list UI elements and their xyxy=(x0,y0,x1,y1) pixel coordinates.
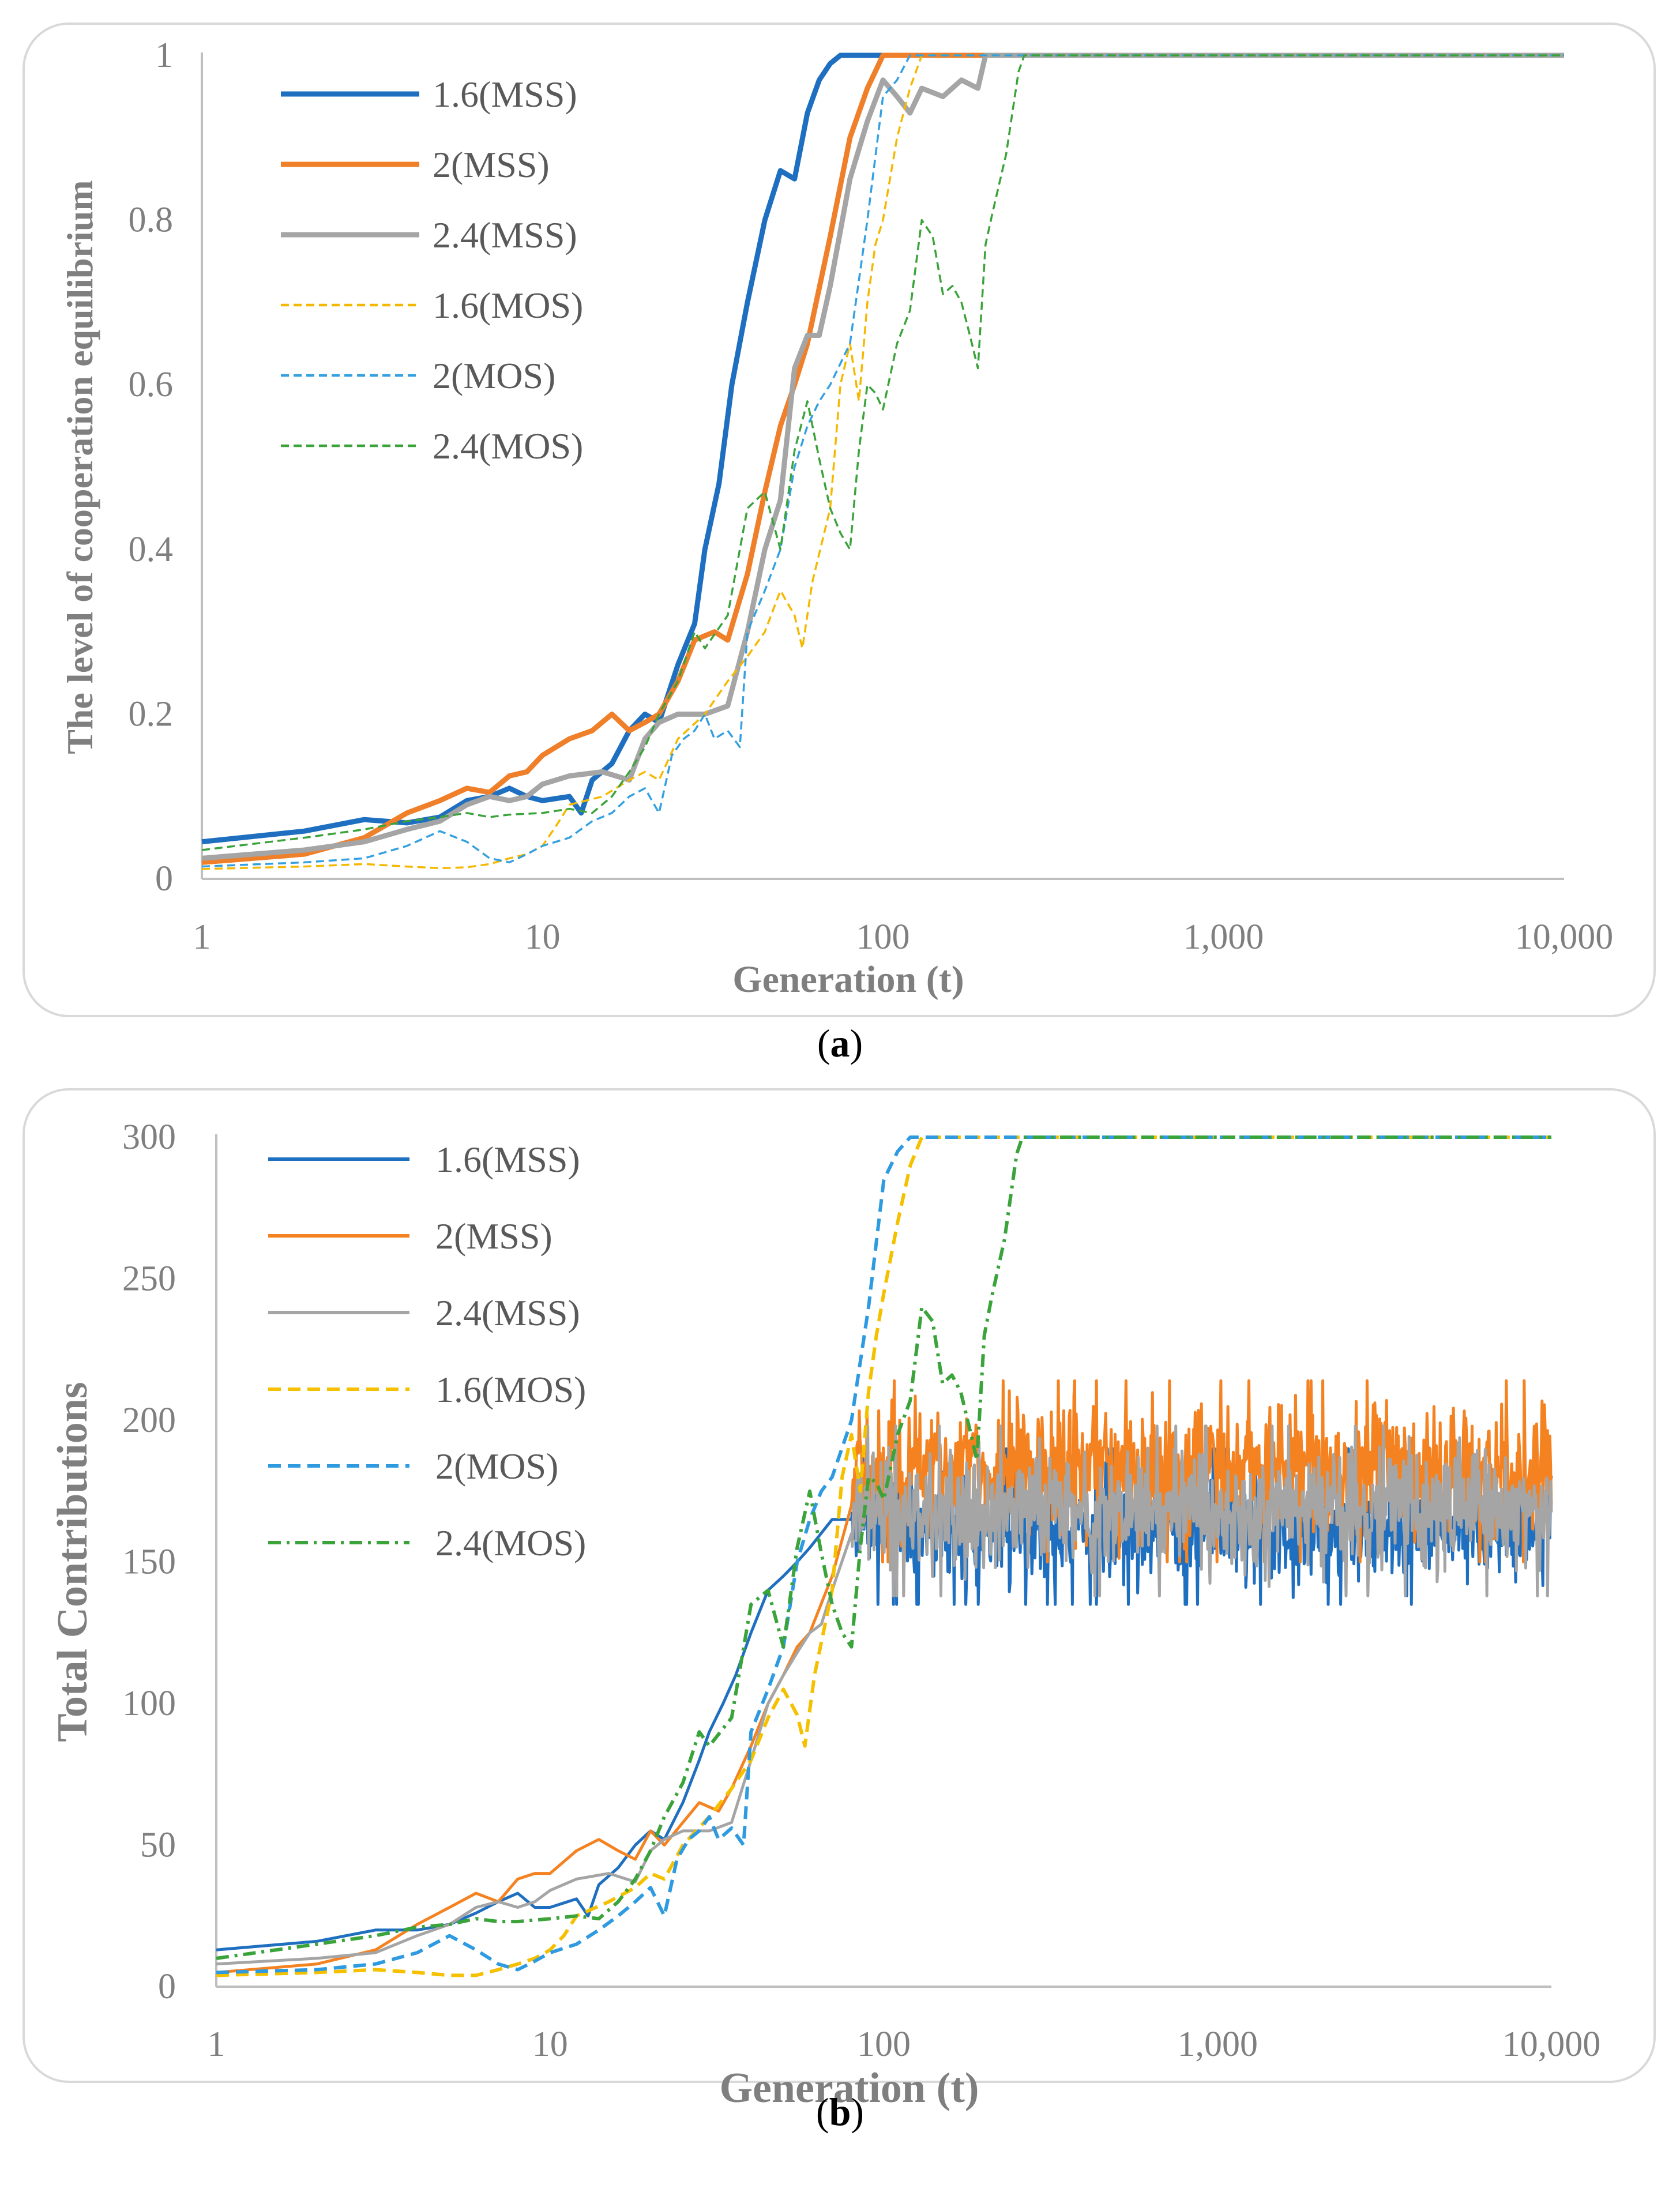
x-tick-label: 10,000 xyxy=(1515,917,1614,957)
y-tick-label: 300 xyxy=(122,1118,176,1157)
y-tick-label: 0.6 xyxy=(129,365,174,404)
legend-label-2-mos: 2(MOS) xyxy=(433,355,555,396)
legend-label-2-4-mss: 2.4(MSS) xyxy=(433,215,577,255)
legend-label-2-mos: 2(MOS) xyxy=(435,1446,558,1487)
legend-label-1-6-mos: 1.6(MOS) xyxy=(435,1369,586,1410)
x-tick-label: 1,000 xyxy=(1183,917,1264,957)
caption-a: (a) xyxy=(817,1021,863,1065)
series-line-1-6-mos xyxy=(216,1135,1551,1977)
y-tick-label: 100 xyxy=(122,1684,176,1723)
series-line-2-4-mss xyxy=(201,52,1564,861)
caption-b-letter: b xyxy=(829,2090,851,2134)
legend-label-2-4-mos: 2.4(MOS) xyxy=(433,426,583,467)
x-tick-label: 100 xyxy=(857,2025,911,2064)
series-line-2-mos xyxy=(201,54,1564,868)
legend-label-1-6-mos: 1.6(MOS) xyxy=(433,285,583,326)
y-tick-label: 200 xyxy=(122,1401,176,1440)
series-line-2-4-mss xyxy=(216,1424,1553,1966)
legend-label-1-6-mss: 1.6(MSS) xyxy=(433,74,577,115)
x-tick-label: 10 xyxy=(525,917,561,957)
y-tick-label: 150 xyxy=(122,1543,176,1582)
x-tick-label: 1 xyxy=(193,917,211,957)
series-line-2-4-mos xyxy=(216,1135,1551,1960)
series-line-2-mos xyxy=(216,1135,1551,1975)
y-tick-label: 0 xyxy=(158,1967,176,2006)
caption-b: (b) xyxy=(815,2090,865,2134)
series-line-2-4-mos xyxy=(201,54,1564,851)
legend-label-2-4-mos: 2.4(MOS) xyxy=(435,1522,586,1563)
y-tick-label: 50 xyxy=(140,1826,176,1865)
legend-label-2-mss: 2(MSS) xyxy=(433,144,550,185)
x-tick-label: 1 xyxy=(208,2025,225,2064)
y-tick-label: 250 xyxy=(122,1259,176,1299)
x-tick-label: 1,000 xyxy=(1178,2025,1258,2064)
x-axis-title: Generation (t) xyxy=(732,958,964,1001)
y-tick-label: 0 xyxy=(155,859,173,898)
caption-a-letter: a xyxy=(830,1021,850,1065)
y-tick-label: 0.2 xyxy=(129,694,174,734)
y-axis-title: The level of cooperation equilibrium xyxy=(59,180,100,754)
x-axis-title: Generation (t) xyxy=(719,2065,979,2112)
series-line-2-mss xyxy=(201,52,1564,865)
x-tick-label: 10 xyxy=(532,2025,568,2064)
series-line-1-6-mos xyxy=(201,54,1564,870)
y-tick-label: 0.8 xyxy=(129,201,174,240)
x-tick-label: 10,000 xyxy=(1502,2025,1601,2064)
y-tick-label: 0.4 xyxy=(129,530,174,569)
y-tick-label: 1 xyxy=(155,36,173,75)
chart-a: 0 0.2 0.4 0.6 0.8 1 1 10 100 1,000 10,000 Generatio… xyxy=(59,36,1614,1001)
x-tick-label: 100 xyxy=(856,917,910,957)
legend-label-2-4-mss: 2.4(MSS) xyxy=(435,1292,580,1333)
legend-label-1-6-mss: 1.6(MSS) xyxy=(435,1139,580,1180)
legend-label-2-mss: 2(MSS) xyxy=(435,1216,553,1257)
chart-panel-b xyxy=(22,1088,1656,2083)
y-axis-title: Total Contributions xyxy=(49,1382,96,1742)
